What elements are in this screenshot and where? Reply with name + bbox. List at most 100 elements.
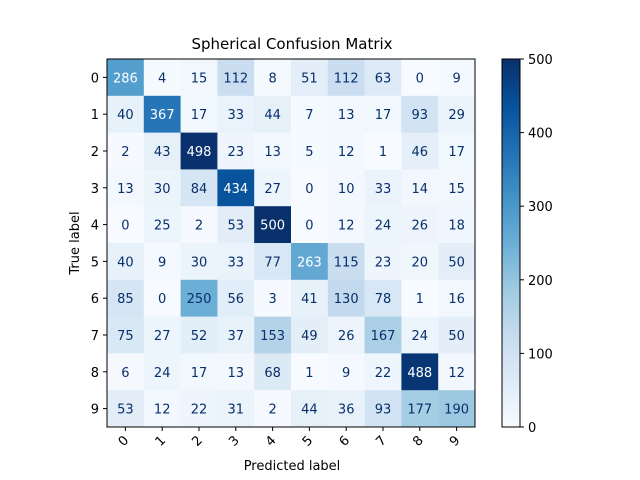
heatmap-cell	[217, 390, 255, 428]
cell-value-label: 23	[375, 255, 392, 270]
cell-value-label: 9	[158, 255, 166, 270]
x-axis-ticks: 0 1 2 3 4 5 6 7 8 9	[116, 427, 463, 450]
heatmap-cell	[254, 243, 292, 281]
heatmap-cell	[327, 353, 366, 391]
chart-title: Spherical Confusion Matrix	[191, 35, 392, 53]
cell-value-label: 112	[223, 71, 248, 86]
y-axis-ticks: 0 1 2 3 4 5 6 7 8 9	[91, 71, 107, 418]
cell-value-label: 63	[375, 71, 392, 86]
heatmap-cell	[143, 132, 182, 170]
heatmap-cell	[364, 132, 402, 170]
heatmap-cell	[327, 95, 366, 134]
cell-value-label: 1	[379, 145, 387, 160]
heatmap-cell	[254, 316, 292, 354]
colorbar-tick-label: 300	[528, 200, 553, 215]
heatmap-cell	[217, 243, 255, 281]
cell-value-label: 10	[338, 182, 355, 197]
heatmap-cell	[217, 169, 255, 207]
cell-value-label: 40	[117, 255, 134, 270]
heatmap-cell	[291, 59, 329, 97]
heatmap-cell	[401, 353, 439, 391]
heatmap-cell	[364, 95, 402, 134]
heatmap-cell	[180, 243, 218, 281]
cell-value-label: 7	[305, 108, 313, 123]
heatmap-cell	[438, 95, 476, 134]
x-tick-label: 0	[116, 433, 132, 449]
cell-value-label: 18	[448, 219, 465, 234]
x-tick-label: 7	[373, 433, 389, 449]
heatmap-cell	[327, 206, 366, 244]
heatmap-cell	[180, 169, 218, 207]
cell-value-label: 68	[264, 366, 281, 381]
heatmap-cell	[107, 243, 145, 281]
cell-value-label: 0	[305, 182, 313, 197]
y-tick-label: 5	[91, 255, 99, 270]
cell-value-label: 24	[412, 329, 429, 344]
x-tick-label: 2	[189, 433, 205, 449]
heatmap-cell	[327, 169, 366, 207]
heatmap-cell	[180, 279, 218, 318]
cell-value-label: 37	[228, 329, 245, 344]
heatmap-cell	[327, 243, 366, 281]
cell-value-label: 29	[448, 108, 465, 123]
cell-value-label: 26	[338, 329, 355, 344]
cell-value-label: 17	[375, 108, 392, 123]
cell-value-label: 36	[338, 403, 355, 418]
cell-value-label: 26	[412, 219, 429, 234]
heatmap-cell	[291, 390, 329, 428]
heatmap-cell	[364, 279, 402, 318]
heatmap-cell	[291, 353, 329, 391]
cell-value-label: 0	[305, 219, 313, 234]
heatmap-cell	[438, 279, 476, 318]
cell-value-label: 27	[154, 329, 171, 344]
heatmap-cell	[180, 353, 218, 391]
heatmap-cell	[291, 316, 329, 354]
cell-value-label: 2	[121, 145, 129, 160]
heatmap-cell	[107, 316, 145, 354]
heatmap-cell	[107, 206, 145, 244]
cell-value-label: 14	[412, 182, 429, 197]
y-tick-label: 0	[91, 71, 99, 86]
heatmap-cell	[254, 132, 292, 170]
cell-value-label: 2	[268, 403, 276, 418]
heatmap-cell	[107, 353, 145, 391]
cell-value-label: 177	[407, 403, 432, 418]
cell-value-label: 13	[117, 182, 134, 197]
cell-value-label: 75	[117, 329, 134, 344]
cell-value-label: 12	[154, 403, 171, 418]
cell-value-label: 31	[228, 403, 245, 418]
y-tick-label: 2	[91, 145, 99, 160]
cell-value-label: 0	[158, 292, 166, 307]
cell-value-label: 84	[191, 182, 208, 197]
heatmap-cell	[291, 243, 329, 281]
cell-value-label: 23	[228, 145, 245, 160]
y-tick-label: 7	[91, 329, 99, 344]
heatmap-cell	[107, 279, 145, 318]
cell-value-label: 44	[264, 108, 281, 123]
heatmap-cell	[401, 95, 439, 134]
heatmap-cell	[143, 353, 182, 391]
cell-value-label: 4	[158, 71, 166, 86]
cell-value-label: 0	[121, 219, 129, 234]
cell-value-label: 50	[448, 255, 465, 270]
cell-value-label: 8	[268, 71, 276, 86]
heatmap-cell	[254, 206, 292, 244]
cell-value-label: 24	[375, 219, 392, 234]
cell-value-label: 153	[260, 329, 285, 344]
heatmap-cell	[180, 95, 218, 134]
heatmap-cell	[143, 169, 182, 207]
heatmap-cell	[217, 59, 255, 97]
heatmap-cell	[364, 59, 402, 97]
cell-value-label: 13	[264, 145, 281, 160]
heatmap-cell	[401, 243, 439, 281]
cell-value-label: 130	[334, 292, 359, 307]
cell-value-label: 12	[338, 219, 355, 234]
colorbar: 0 100 200 300 400 500	[501, 53, 553, 436]
heatmap-cell	[143, 95, 182, 134]
heatmap-cell	[143, 279, 182, 318]
x-tick-label: 3	[226, 433, 242, 449]
cell-value-label: 17	[191, 108, 208, 123]
colorbar-tick-label: 100	[528, 347, 553, 362]
heatmap-cell	[291, 169, 329, 207]
